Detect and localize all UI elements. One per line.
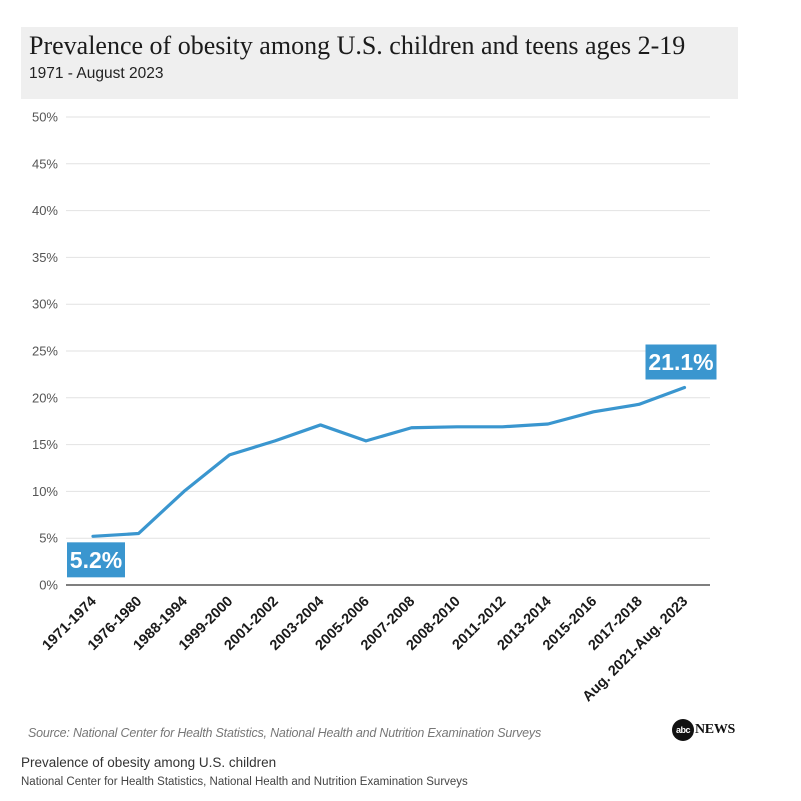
y-tick-label: 10% <box>32 484 58 499</box>
caption-title: Prevalence of obesity among U.S. childre… <box>21 755 277 770</box>
news-logo-text: NEWS <box>695 722 736 737</box>
y-tick-label: 50% <box>32 110 58 125</box>
callout-box <box>645 344 717 380</box>
obesity-series-line <box>91 385 687 538</box>
y-tick-label: 20% <box>32 390 58 405</box>
abc-logo-circle: abc <box>672 719 694 741</box>
abc-news-logo: abc NEWS <box>672 719 735 741</box>
callout-label: 5.2% <box>70 547 122 573</box>
callout-box <box>67 542 125 578</box>
y-tick-label: 0% <box>39 578 58 593</box>
y-tick-label: 40% <box>32 203 58 218</box>
y-tick-label: 45% <box>32 156 58 171</box>
y-tick-label: 5% <box>39 531 58 546</box>
title-box: Prevalence of obesity among U.S. childre… <box>21 27 738 99</box>
y-tick-label: 25% <box>32 344 58 359</box>
caption-source: National Center for Health Statistics, N… <box>21 776 468 788</box>
chart-subtitle: 1971 - August 2023 <box>29 65 164 82</box>
y-tick-label: 15% <box>32 437 58 452</box>
chart-title: Prevalence of obesity among U.S. childre… <box>29 31 686 60</box>
y-tick-label: 30% <box>32 297 58 312</box>
callout-label: 21.1% <box>648 349 713 375</box>
y-tick-label: 35% <box>32 250 58 265</box>
chart-source-note: Source: National Center for Health Stati… <box>28 726 542 740</box>
